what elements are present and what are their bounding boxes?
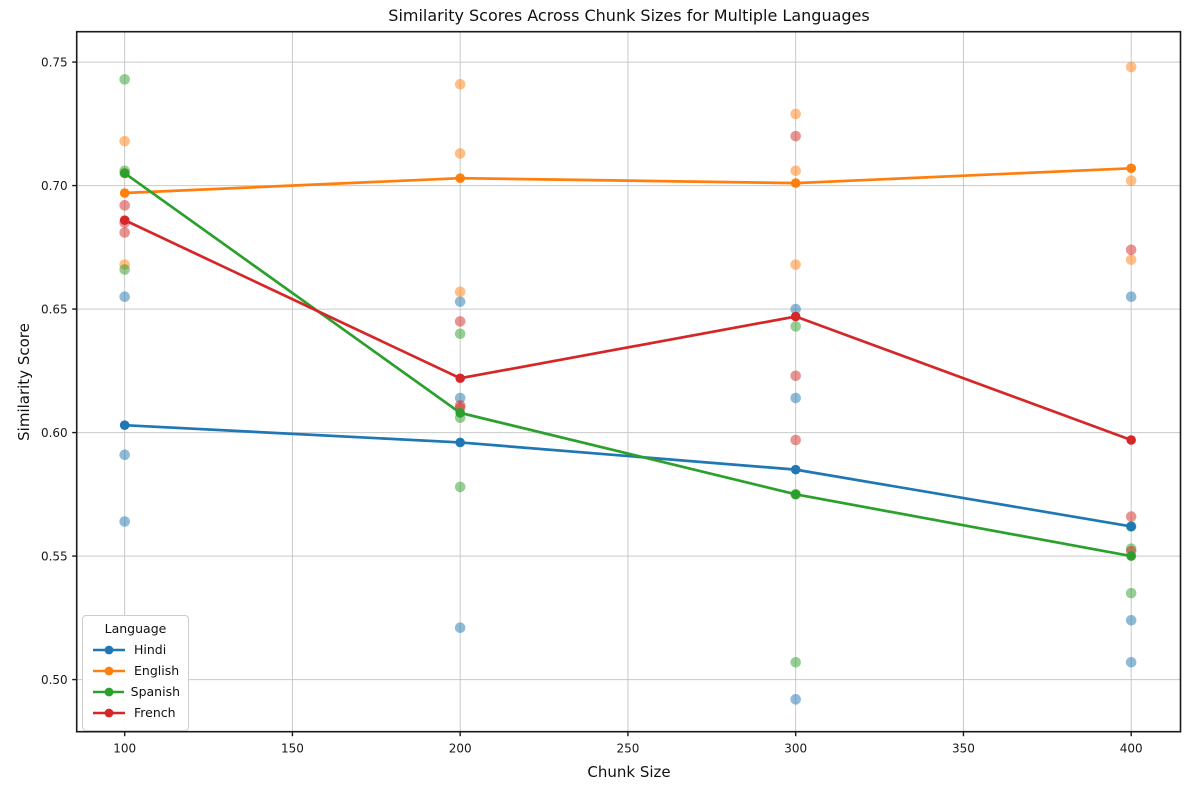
scatter-point-hindi: [1125, 656, 1137, 668]
y-tick-label: 0.70: [41, 179, 68, 193]
series-marker-hindi: [1126, 521, 1136, 532]
y-tick-labels: 0.50 0.55 0.60 0.65 0.70 0.75: [41, 55, 68, 687]
scatter-point-hindi: [1125, 615, 1137, 626]
scatter-point-hindi: [790, 303, 801, 315]
scatter-point-hindi: [1125, 291, 1137, 303]
series-marker-english: [1126, 163, 1136, 174]
series-line-english: [123, 166, 1133, 195]
y-tick-label: 0.60: [41, 426, 68, 440]
scatter-point-french: [454, 316, 466, 327]
legend-item-label: French: [134, 705, 176, 720]
series-lines: [119, 163, 1136, 561]
scatter-point-hindi: [119, 516, 130, 527]
x-tick-label: 400: [1120, 742, 1143, 756]
series-marker-english: [790, 178, 801, 188]
legend-item-label: Hindi: [134, 642, 167, 657]
gridlines: [76, 31, 1181, 732]
scatter-point-spanish: [119, 264, 130, 275]
series-marker-spanish: [119, 168, 130, 179]
scatter-point-english: [1125, 175, 1137, 186]
series-marker-hindi: [790, 464, 801, 475]
legend-item-label: Spanish: [130, 684, 180, 699]
axis-spines: [75, 30, 1182, 733]
chart-title: Similarity Scores Across Chunk Sizes for…: [388, 6, 870, 25]
scatter-point-french: [790, 370, 801, 382]
x-tick-label: 300: [784, 742, 807, 756]
legend-items: Hindi English Spanish French: [91, 639, 180, 723]
scatter-point-english: [454, 286, 466, 298]
legend-item-spanish: Spanish: [91, 681, 180, 702]
series-marker-french: [455, 373, 465, 384]
x-tick-label: 100: [113, 742, 136, 756]
scatter-point-spanish: [1125, 587, 1137, 599]
series-marker-english: [119, 188, 130, 198]
scatter-point-hindi: [119, 449, 130, 461]
legend-item-label: English: [134, 663, 180, 678]
scatter-point-english: [790, 165, 801, 177]
y-tick-label: 0.75: [41, 55, 68, 69]
scatter-point-french: [790, 130, 801, 142]
y-tick-label: 0.65: [41, 302, 68, 316]
scatter-point-french: [1125, 244, 1137, 256]
scatter-point-french: [1125, 511, 1137, 522]
y-tick-label: 0.55: [41, 549, 68, 563]
scatter-point-spanish: [119, 74, 130, 85]
series-marker-hindi: [455, 437, 465, 448]
legend-line-marker-icon: [93, 708, 125, 717]
legend-title: Language: [104, 621, 167, 636]
scatter-point-english: [1125, 61, 1137, 73]
axis-ticks: [72, 61, 1132, 737]
legend-line-marker-icon: [93, 687, 124, 696]
scatter-point-english: [790, 259, 801, 270]
series-marker-spanish: [455, 408, 465, 418]
scatter-point-spanish: [454, 481, 466, 493]
series-line-french: [123, 218, 1133, 442]
scatter-point-hindi: [454, 392, 466, 404]
y-tick-label: 0.50: [41, 673, 68, 687]
scatter-point-english: [790, 108, 801, 120]
legend-item-english: English: [91, 660, 180, 681]
x-tick-label: 250: [616, 742, 639, 756]
scatter-point-english: [454, 79, 466, 90]
legend-item-french: French: [91, 702, 180, 723]
x-tick-labels: 100 150 200 250 300 350 400: [113, 742, 1142, 756]
scatter-point-spanish: [790, 321, 801, 332]
scatter-point-spanish: [454, 328, 466, 340]
scatter-point-french: [790, 434, 801, 446]
scatter-point-french: [119, 200, 130, 211]
scatter-point-french: [119, 227, 130, 238]
x-tick-label: 150: [281, 742, 304, 756]
scatter-point-hindi: [790, 392, 801, 404]
scatter-point-hindi: [454, 296, 466, 307]
scatter-point-hindi: [454, 622, 466, 634]
scatter-point-hindi: [119, 291, 130, 303]
series-marker-hindi: [119, 420, 130, 430]
scatter-point-english: [119, 135, 130, 147]
scatter-point-hindi: [790, 694, 801, 705]
series-marker-spanish: [790, 489, 801, 500]
chart-legend: Language Hindi English Spanish French: [82, 615, 189, 731]
series-line-spanish: [123, 171, 1133, 558]
x-tick-label: 200: [449, 742, 472, 756]
scatter-point-english: [1125, 254, 1137, 265]
scatter-point-english: [454, 148, 466, 159]
legend-line-marker-icon: [93, 666, 125, 675]
series-marker-french: [1126, 435, 1136, 445]
series-marker-spanish: [1126, 551, 1136, 561]
series-marker-french: [790, 311, 801, 322]
series-marker-french: [119, 215, 130, 225]
x-axis-label: Chunk Size: [587, 763, 671, 781]
series-line-hindi: [123, 423, 1133, 528]
legend-item-hindi: Hindi: [91, 639, 180, 660]
scatter-point-spanish: [790, 656, 801, 668]
series-marker-english: [455, 173, 465, 183]
x-tick-label: 350: [952, 742, 975, 756]
legend-line-marker-icon: [93, 645, 125, 654]
